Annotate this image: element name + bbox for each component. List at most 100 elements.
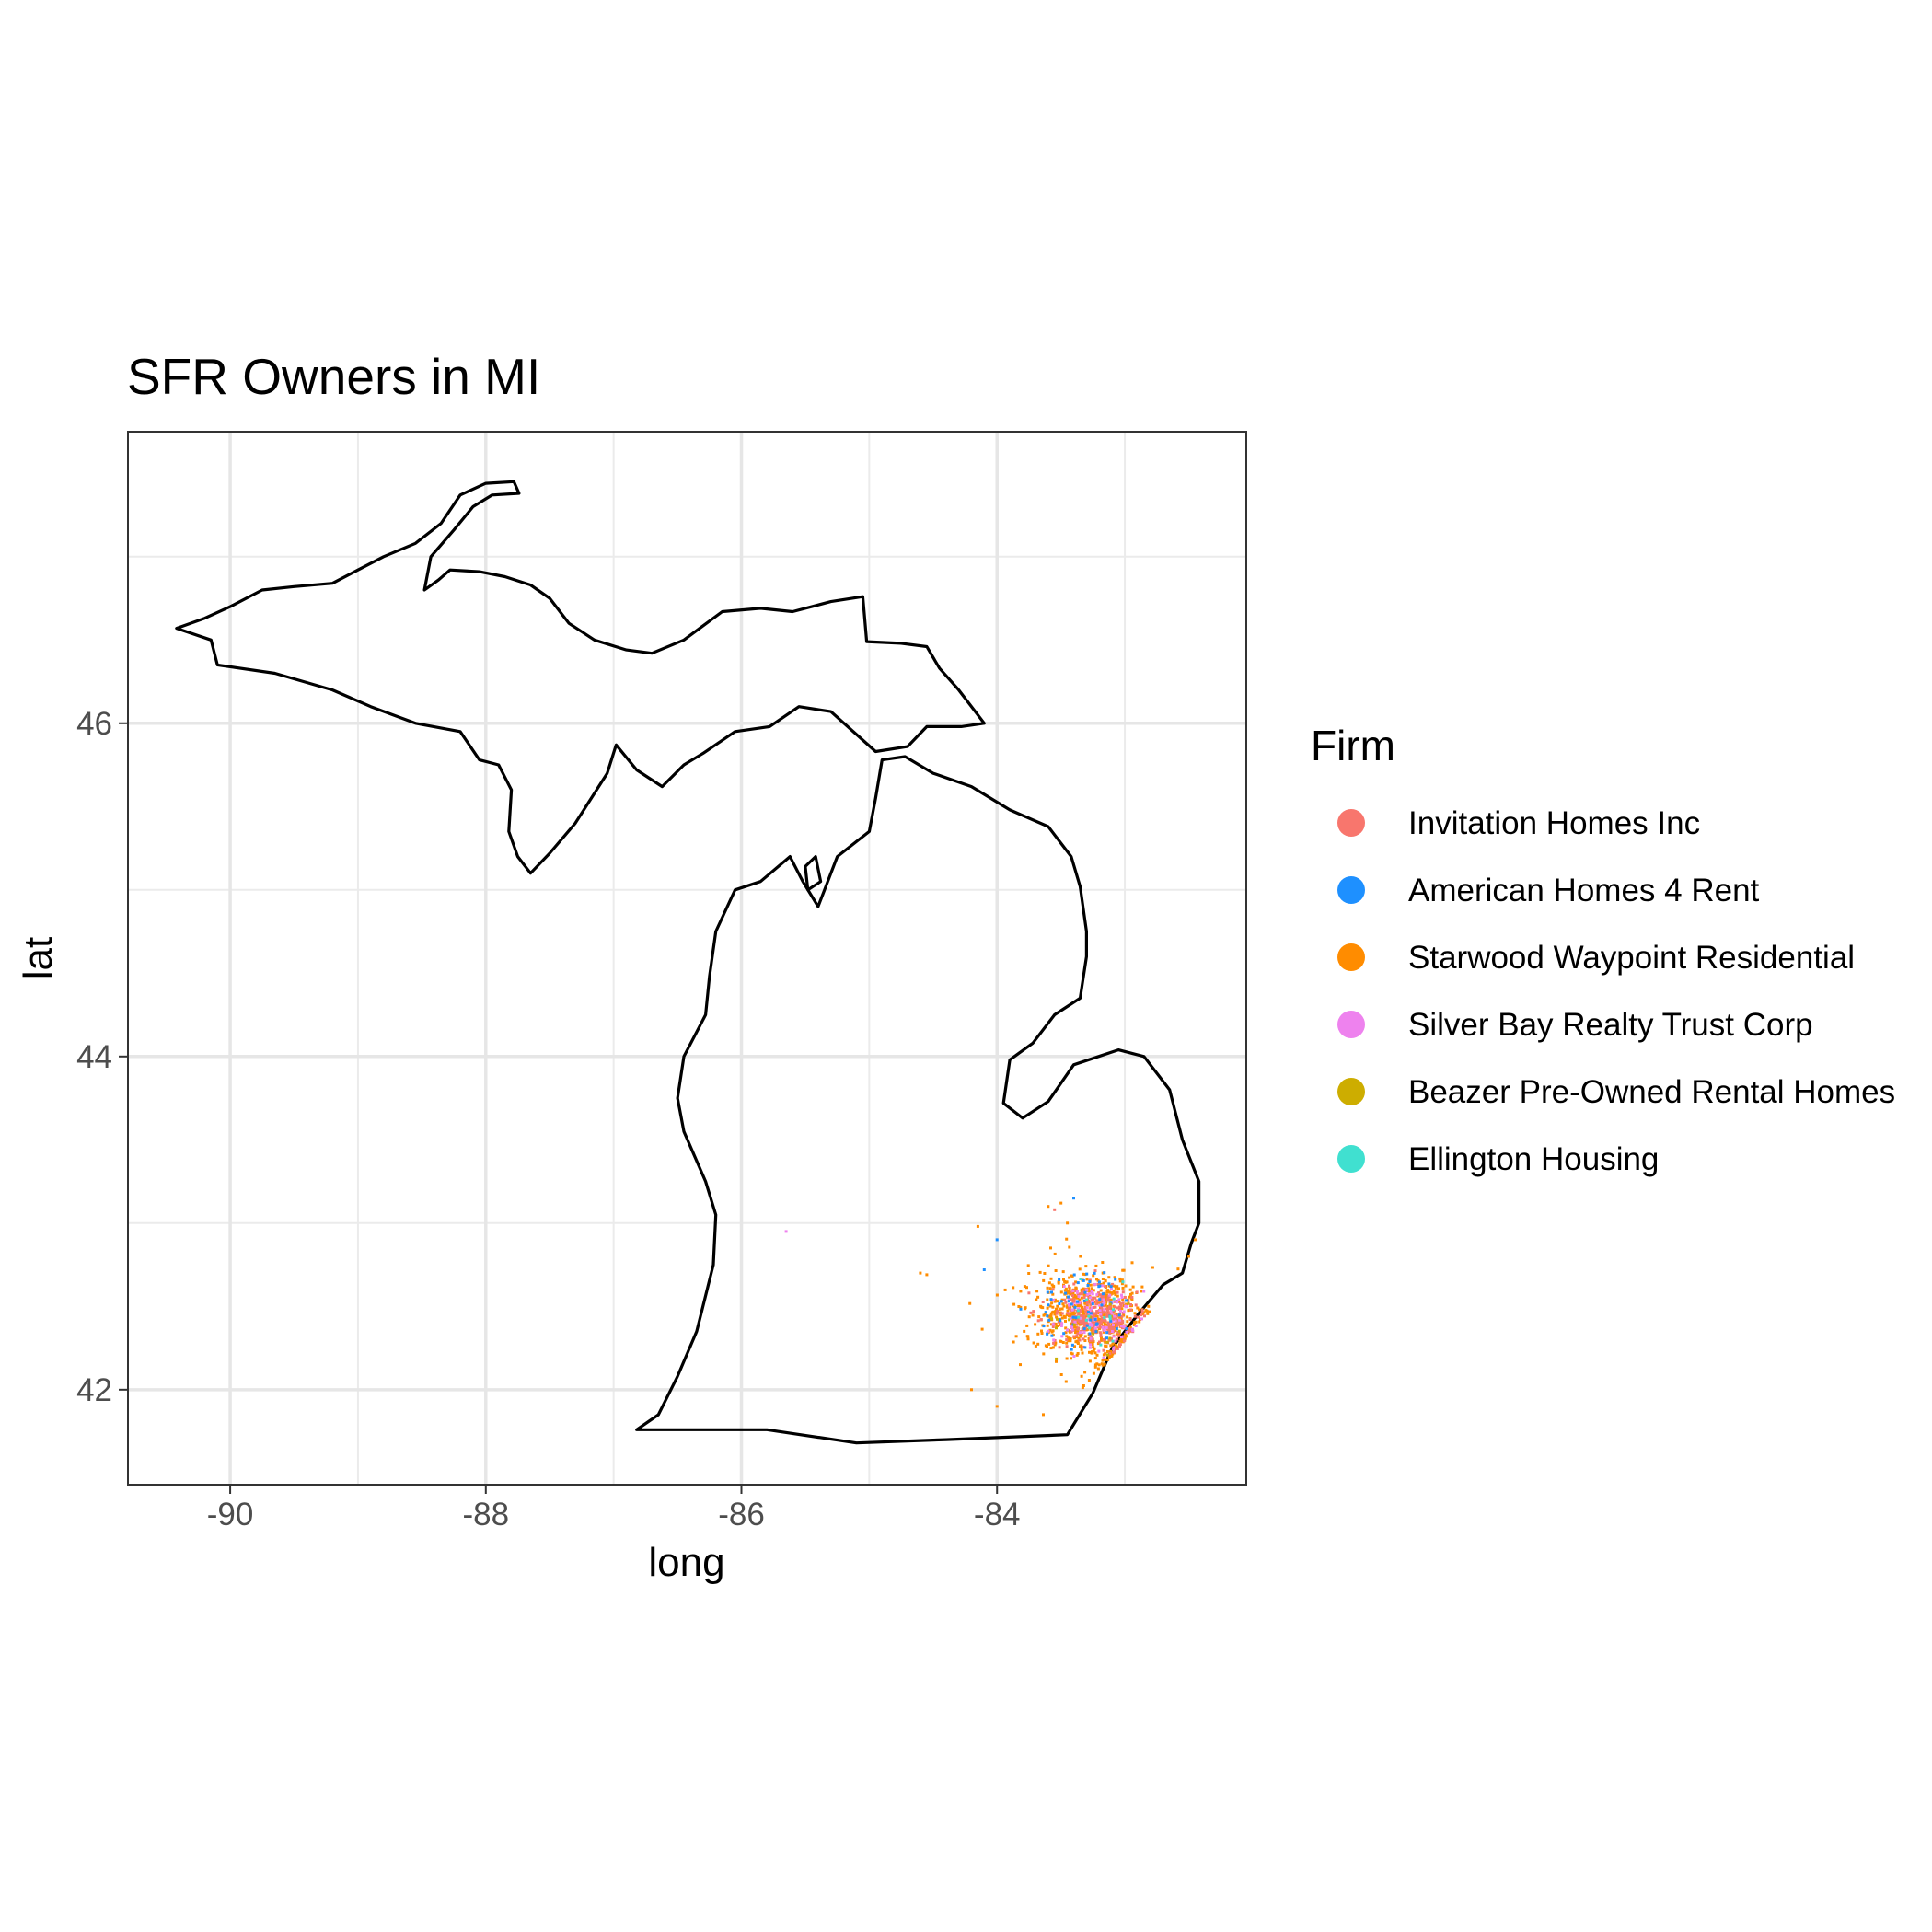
data-point xyxy=(1109,1344,1113,1348)
data-point xyxy=(1047,1205,1050,1209)
data-point xyxy=(1134,1325,1138,1327)
data-point xyxy=(1064,1287,1068,1290)
data-point xyxy=(1176,1267,1180,1271)
data-point xyxy=(1109,1285,1113,1289)
data-point xyxy=(1108,1302,1112,1306)
data-point xyxy=(1051,1346,1055,1349)
data-point xyxy=(1104,1340,1107,1344)
data-point xyxy=(1062,1314,1066,1318)
data-point xyxy=(995,1293,999,1297)
data-point xyxy=(1128,1330,1131,1334)
data-point xyxy=(1083,1317,1087,1321)
data-point xyxy=(1090,1328,1093,1332)
data-point xyxy=(1085,1306,1089,1310)
data-point xyxy=(1089,1283,1093,1287)
data-point xyxy=(1103,1301,1106,1304)
data-point xyxy=(1110,1288,1113,1291)
data-point xyxy=(1062,1278,1065,1281)
data-point xyxy=(1103,1313,1106,1316)
data-point xyxy=(1118,1321,1122,1325)
data-point xyxy=(1082,1384,1085,1387)
legend-label: American Homes 4 Rent xyxy=(1408,873,1760,908)
data-point xyxy=(1070,1316,1073,1320)
data-point xyxy=(1088,1350,1091,1354)
data-point xyxy=(1119,1302,1122,1306)
data-point xyxy=(1122,1310,1126,1313)
data-point xyxy=(995,1405,999,1408)
data-point xyxy=(1134,1303,1138,1307)
data-point xyxy=(1057,1280,1060,1284)
data-point xyxy=(1088,1332,1092,1336)
data-point xyxy=(1102,1304,1105,1308)
data-point xyxy=(1093,1326,1097,1330)
data-point xyxy=(1081,1296,1083,1300)
data-point xyxy=(1072,1282,1076,1286)
data-point xyxy=(1065,1335,1069,1338)
data-point xyxy=(1056,1310,1059,1313)
data-point xyxy=(1132,1324,1136,1326)
data-point xyxy=(1075,1339,1079,1343)
data-point xyxy=(1090,1326,1093,1330)
data-point xyxy=(1070,1343,1074,1347)
data-point xyxy=(1077,1336,1081,1340)
data-point xyxy=(1115,1327,1118,1331)
data-point xyxy=(1047,1303,1050,1307)
data-point xyxy=(1023,1329,1026,1333)
data-point xyxy=(1084,1318,1088,1322)
data-point xyxy=(1112,1297,1116,1301)
data-point xyxy=(1072,1296,1076,1300)
data-point xyxy=(1131,1329,1135,1333)
data-point xyxy=(1093,1296,1097,1300)
data-point xyxy=(1090,1297,1093,1301)
data-point xyxy=(1059,1373,1063,1376)
data-point xyxy=(1049,1298,1053,1301)
data-point xyxy=(1110,1313,1114,1316)
data-point xyxy=(1079,1331,1082,1335)
data-point xyxy=(1105,1336,1108,1340)
data-point xyxy=(1101,1261,1105,1264)
data-point xyxy=(1058,1346,1061,1349)
data-point xyxy=(1117,1301,1121,1303)
data-point xyxy=(1097,1317,1101,1321)
data-point xyxy=(1122,1313,1126,1317)
data-point xyxy=(1091,1343,1094,1346)
data-point xyxy=(1133,1312,1137,1315)
data-point xyxy=(1103,1271,1106,1275)
data-point xyxy=(1060,1298,1064,1301)
data-point xyxy=(1094,1264,1098,1267)
data-point xyxy=(1078,1338,1082,1342)
data-point xyxy=(1070,1322,1073,1325)
data-point xyxy=(1065,1345,1069,1348)
data-point xyxy=(1071,1315,1075,1319)
data-point xyxy=(1085,1301,1089,1305)
data-point xyxy=(1046,1332,1049,1336)
data-point xyxy=(1073,1293,1077,1297)
data-point xyxy=(1088,1322,1092,1325)
data-point xyxy=(1107,1306,1111,1310)
data-point xyxy=(1113,1284,1116,1288)
data-point xyxy=(1094,1315,1097,1319)
data-point xyxy=(1098,1298,1102,1301)
data-point xyxy=(1130,1298,1134,1301)
data-point xyxy=(1042,1352,1046,1356)
data-point xyxy=(1046,1298,1049,1301)
data-point xyxy=(1032,1341,1035,1345)
data-point xyxy=(1082,1325,1086,1328)
data-point xyxy=(1108,1293,1112,1297)
data-point xyxy=(1056,1304,1059,1308)
data-point xyxy=(1068,1330,1071,1334)
data-point xyxy=(1083,1290,1087,1294)
data-point xyxy=(1075,1301,1079,1305)
data-point xyxy=(1029,1311,1033,1314)
data-point xyxy=(1046,1286,1049,1290)
data-point xyxy=(1111,1342,1115,1346)
data-point xyxy=(1077,1315,1081,1319)
x-tick-label: -84 xyxy=(974,1497,1021,1533)
data-point xyxy=(1053,1313,1057,1316)
data-point xyxy=(1129,1292,1132,1296)
data-point xyxy=(1069,1339,1072,1343)
data-point xyxy=(1125,1299,1128,1302)
data-point xyxy=(1088,1325,1092,1328)
data-point xyxy=(1099,1325,1103,1329)
data-point xyxy=(1102,1356,1105,1359)
